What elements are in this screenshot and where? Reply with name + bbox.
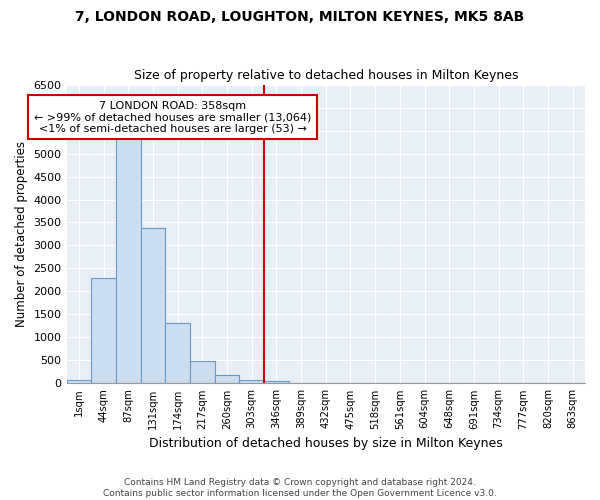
Bar [140,228,165,384]
Bar [165,322,190,384]
Title: Size of property relative to detached houses in Milton Keynes: Size of property relative to detached ho… [134,69,518,82]
Bar [116,135,140,384]
Text: 7, LONDON ROAD, LOUGHTON, MILTON KEYNES, MK5 8AB: 7, LONDON ROAD, LOUGHTON, MILTON KEYNES,… [76,10,524,24]
X-axis label: Distribution of detached houses by size in Milton Keynes: Distribution of detached houses by size … [149,437,503,450]
Y-axis label: Number of detached properties: Number of detached properties [15,141,28,327]
Bar [215,375,239,384]
Bar [289,382,313,384]
Bar [91,278,116,384]
Bar [67,380,91,384]
Text: Contains HM Land Registry data © Crown copyright and database right 2024.
Contai: Contains HM Land Registry data © Crown c… [103,478,497,498]
Bar [239,380,264,384]
Bar [264,382,289,384]
Bar [190,362,215,384]
Text: 7 LONDON ROAD: 358sqm
← >99% of detached houses are smaller (13,064)
<1% of semi: 7 LONDON ROAD: 358sqm ← >99% of detached… [34,100,311,134]
